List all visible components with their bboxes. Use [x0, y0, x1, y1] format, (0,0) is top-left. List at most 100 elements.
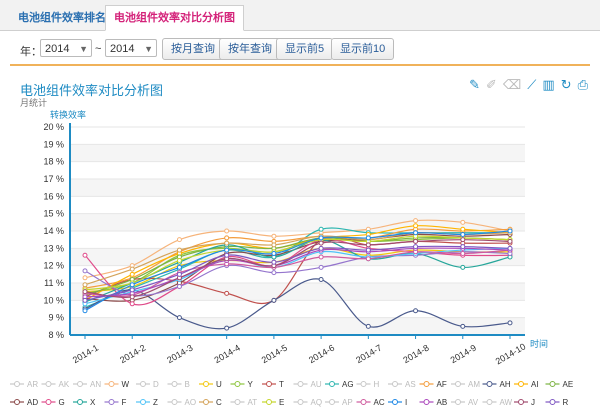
data-point-w	[224, 228, 230, 234]
legend-item-am[interactable]: AM	[468, 380, 480, 389]
data-point-ah	[365, 323, 371, 329]
y-tick-label: 11 %	[44, 278, 64, 288]
legend-item-c[interactable]: C	[216, 398, 222, 407]
series-line-y	[84, 236, 511, 294]
legend-item-r[interactable]: R	[563, 398, 569, 407]
y-tick-label: 12 %	[43, 261, 64, 271]
data-point-i	[460, 231, 466, 237]
legend-item-y[interactable]: Y	[248, 380, 254, 389]
tab-ranking[interactable]: 电池组件效率排名	[18, 12, 106, 24]
legend-item-ae[interactable]: AE	[563, 380, 574, 389]
y-axis-title: 转换效率	[50, 109, 86, 120]
legend-item-an[interactable]: AN	[90, 380, 101, 389]
legend-marker-i	[392, 399, 398, 405]
line-chart-icon[interactable]: ⟋	[527, 77, 537, 92]
legend-item-ac[interactable]: AC	[374, 398, 385, 407]
legend-item-at[interactable]: AT	[248, 398, 258, 407]
legend-item-aq[interactable]: AQ	[311, 398, 323, 407]
grid-band	[70, 317, 525, 335]
legend-marker-h	[360, 381, 367, 387]
legend-marker-av	[455, 399, 461, 405]
show-top10-button[interactable]: 显示前10	[331, 38, 395, 60]
legend-item-ad[interactable]: AD	[27, 398, 38, 407]
legend-item-as[interactable]: AS	[405, 380, 416, 389]
legend-item-ah[interactable]: AH	[500, 380, 511, 389]
x-tick-label: 2014-2	[118, 343, 147, 366]
legend-marker-u	[203, 381, 209, 387]
legend-item-e[interactable]: E	[279, 398, 284, 407]
to-year-select[interactable]: 2014 ▼	[105, 39, 157, 57]
legend-item-b[interactable]: B	[185, 380, 190, 389]
legend-item-ar[interactable]: AR	[27, 380, 38, 389]
legend-marker-w	[108, 381, 115, 387]
legend-marker-ag	[329, 381, 335, 387]
legend-item-h[interactable]: H	[374, 380, 380, 389]
tab-comparison-chart[interactable]: 电池组件效率对比分析图	[105, 5, 244, 31]
legend-item-ak[interactable]: AK	[59, 380, 70, 389]
data-point-j	[129, 294, 135, 300]
legend-item-aw[interactable]: AW	[500, 398, 513, 407]
legend-marker-aq	[297, 399, 304, 405]
mark-icon[interactable]: ✎	[469, 77, 480, 92]
y-tick-label: 14 %	[43, 226, 64, 236]
bar-chart-icon[interactable]: ▥	[542, 77, 555, 92]
legend-item-j[interactable]: J	[531, 398, 535, 407]
y-tick-label: 13 %	[43, 243, 64, 253]
legend-item-au[interactable]: AU	[311, 380, 322, 389]
query-by-year-button[interactable]: 按年查询	[219, 38, 281, 60]
legend-item-ag[interactable]: AG	[342, 380, 354, 389]
legend-item-ap[interactable]: AP	[342, 398, 353, 407]
legend-marker-ac	[360, 399, 367, 405]
legend-item-u[interactable]: U	[216, 380, 222, 389]
query-by-month-button[interactable]: 按月查询	[162, 38, 224, 60]
from-year-select[interactable]: 2014 ▼	[40, 39, 92, 57]
legend-item-i[interactable]: I	[405, 398, 407, 407]
legend-item-av[interactable]: AV	[468, 398, 479, 407]
series-line-i	[84, 230, 511, 312]
series-line-w	[84, 219, 511, 279]
legend-item-d[interactable]: D	[153, 380, 159, 389]
data-point-g	[129, 301, 135, 307]
legend-item-f[interactable]: F	[122, 398, 127, 407]
refresh-icon[interactable]: ↻	[560, 77, 572, 92]
query-toolbar: 年： 2014 ▼ ~ 2014 ▼ 按月查询 按年查询 显示前5 显示前10	[0, 36, 600, 62]
data-point-ai	[129, 271, 135, 277]
legend-item-af[interactable]: AF	[437, 380, 447, 389]
legend-item-z[interactable]: Z	[153, 398, 158, 407]
legend-item-w[interactable]: W	[122, 380, 130, 389]
data-point-af	[224, 235, 230, 241]
erase-mark-icon[interactable]: ✐	[485, 77, 497, 92]
legend-marker-f	[108, 399, 115, 405]
from-year-value: 2014	[45, 43, 70, 55]
x-tick-label: 2014-6	[307, 343, 336, 366]
show-top5-button[interactable]: 显示前5	[276, 38, 334, 60]
data-point-w	[82, 275, 88, 281]
data-point-i	[271, 251, 277, 257]
data-point-c	[271, 242, 277, 248]
x-tick-label: 2014-7	[354, 343, 383, 366]
legend-item-ai[interactable]: AI	[531, 380, 539, 389]
legend-item-t[interactable]: T	[279, 380, 284, 389]
legend-item-ab[interactable]: AB	[437, 398, 448, 407]
x-tick-label: 2014-3	[165, 343, 194, 366]
legend-item-x[interactable]: X	[90, 398, 96, 407]
legend-item-g[interactable]: G	[59, 398, 65, 407]
data-point-t	[224, 290, 230, 296]
legend-marker-y	[234, 381, 241, 387]
y-tick-label: 10 %	[43, 295, 64, 305]
legend-marker-at	[234, 399, 241, 405]
year-label: 年：	[20, 46, 42, 58]
data-point-i	[176, 264, 182, 270]
save-image-icon[interactable]: ⎙	[577, 77, 588, 92]
clear-icon[interactable]: ⌫	[502, 77, 522, 92]
legend-marker-ab	[423, 399, 430, 405]
data-point-w	[460, 219, 466, 225]
legend-marker-ah	[486, 381, 493, 387]
legend-item-ao[interactable]: AO	[185, 398, 197, 407]
data-point-c	[224, 240, 230, 246]
data-point-j	[82, 289, 88, 295]
data-point-r	[82, 297, 88, 303]
legend-marker-x	[77, 399, 83, 405]
data-point-ah	[271, 297, 277, 303]
chart-subtitle: 月统计	[20, 98, 48, 108]
